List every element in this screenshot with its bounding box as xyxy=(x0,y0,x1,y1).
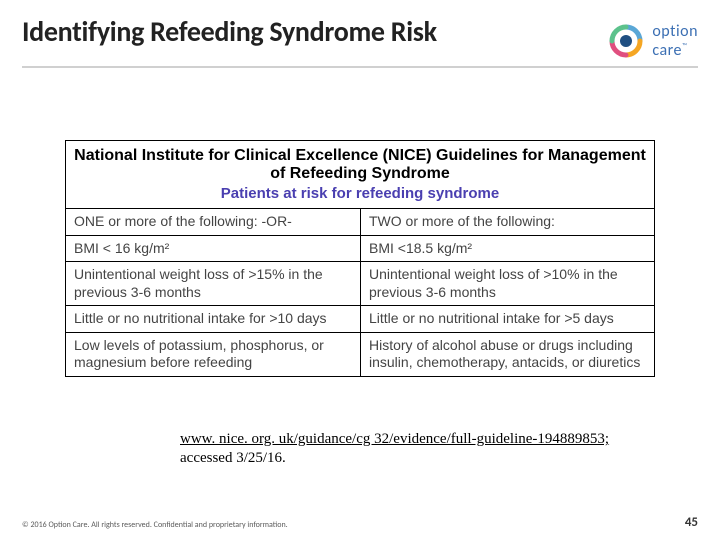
swirl-icon xyxy=(608,23,644,59)
copyright: © 2016 Option Care. All rights reserved.… xyxy=(22,520,288,530)
brand-text: option care™ xyxy=(652,22,698,60)
brand-line2: care xyxy=(652,41,682,60)
cell-right: History of alcohol abuse or drugs includ… xyxy=(360,332,654,376)
table-row: Unintentional weight loss of >15% in the… xyxy=(66,261,654,305)
brand-logo: option care™ xyxy=(608,22,698,60)
slide-title: Identifying Refeeding Syndrome Risk xyxy=(22,14,698,49)
page-number: 45 xyxy=(685,515,698,530)
table-row: ONE or more of the following: -OR- TWO o… xyxy=(66,208,654,235)
footer: © 2016 Option Care. All rights reserved.… xyxy=(22,515,698,530)
trademark: ™ xyxy=(682,41,687,50)
cell-left: ONE or more of the following: -OR- xyxy=(66,208,360,235)
header: Identifying Refeeding Syndrome Risk opti… xyxy=(22,14,698,68)
table-row: BMI < 16 kg/m² BMI <18.5 kg/m² xyxy=(66,235,654,262)
cell-left: Unintentional weight loss of >15% in the… xyxy=(66,261,360,305)
table-row: Little or no nutritional intake for >10 … xyxy=(66,305,654,332)
citation: www. nice. org. uk/guidance/cg 32/eviden… xyxy=(180,430,610,468)
table-title: National Institute for Clinical Excellen… xyxy=(66,141,654,185)
cell-left: BMI < 16 kg/m² xyxy=(66,235,360,262)
cell-right: Unintentional weight loss of >10% in the… xyxy=(360,261,654,305)
citation-link[interactable]: www. nice. org. uk/guidance/cg 32/eviden… xyxy=(180,431,609,447)
brand-line1: option xyxy=(652,22,698,41)
cell-right: Little or no nutritional intake for >5 d… xyxy=(360,305,654,332)
cell-left: Low levels of potassium, phosphorus, or … xyxy=(66,332,360,376)
table-subtitle: Patients at risk for refeeding syndrome xyxy=(66,185,654,208)
slide: Identifying Refeeding Syndrome Risk opti… xyxy=(0,0,720,540)
cell-right: TWO or more of the following: xyxy=(360,208,654,235)
citation-suffix: accessed 3/25/16. xyxy=(180,450,286,466)
cell-left: Little or no nutritional intake for >10 … xyxy=(66,305,360,332)
table-row: Low levels of potassium, phosphorus, or … xyxy=(66,332,654,376)
guidelines-table: National Institute for Clinical Excellen… xyxy=(65,140,655,377)
cell-right: BMI <18.5 kg/m² xyxy=(360,235,654,262)
